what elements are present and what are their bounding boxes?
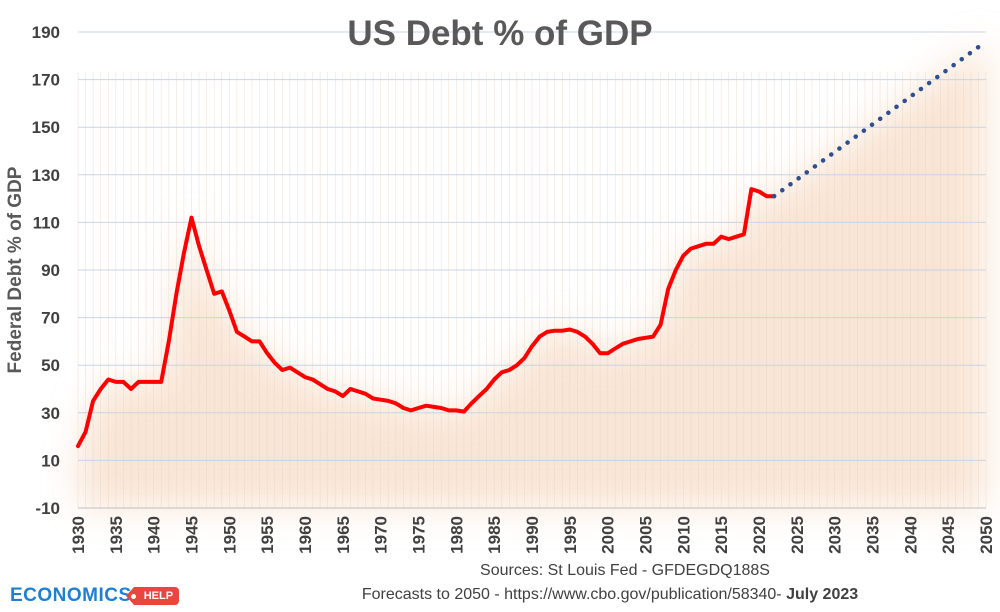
y-tick-label: 110 [33, 213, 60, 232]
y-axis-label: Federal Debt % of GDP [5, 166, 26, 374]
x-tick-label: 2020 [750, 516, 769, 554]
x-tick-label: 2050 [977, 516, 996, 554]
x-tick-label: 2030 [826, 516, 845, 554]
x-tick-label: 2000 [599, 516, 618, 554]
y-tick-label: 10 [41, 451, 60, 470]
y-tick-label: 150 [32, 118, 60, 137]
x-tick-label: 1955 [258, 516, 277, 554]
logo-badge: HELP [125, 587, 180, 605]
x-tick-label: 2035 [864, 516, 883, 554]
x-tick-label: 1980 [447, 516, 466, 554]
chart-title: US Debt % of GDP [347, 14, 653, 53]
y-tick-label: 130 [32, 166, 60, 185]
sources-text: Sources: St Louis Fed - GFDEGDQ188S [480, 562, 770, 579]
y-tick-label: 70 [41, 309, 60, 328]
series-line-historical [76, 187, 777, 449]
x-tick-label: 1945 [183, 516, 202, 554]
x-tick-label: 2010 [674, 516, 693, 554]
x-tick-label: 2040 [901, 516, 920, 554]
x-tick-label: 1960 [296, 516, 315, 554]
y-tick-label: 190 [32, 23, 60, 42]
y-tick-label: 50 [41, 356, 60, 375]
logo-word: ECONOMICS [10, 585, 132, 606]
y-tick-label: 170 [32, 71, 60, 90]
economics-help-logo[interactable]: ECONOMICS HELP [10, 584, 180, 608]
x-tick-label: 1965 [334, 516, 353, 554]
forecast-text: Forecasts to 2050 - https://www.cbo.gov/… [220, 586, 1000, 604]
series-line-forecast [771, 39, 989, 199]
x-tick-label: 2045 [939, 516, 958, 554]
x-tick-label: 1990 [523, 516, 542, 554]
logo-badge-text: HELP [143, 590, 174, 602]
x-tick-label: 1970 [372, 516, 391, 554]
logo-dot-icon [130, 594, 136, 599]
x-tick-label: 1930 [69, 516, 88, 554]
x-tick-label: 1975 [410, 516, 429, 554]
x-tick-label: 2025 [788, 516, 807, 554]
x-tick-label: 1935 [107, 516, 126, 554]
x-tick-label: 1940 [145, 516, 164, 554]
y-tick-label: -10 [35, 499, 60, 518]
x-tick-label: 1950 [220, 516, 239, 554]
forecast-prefix: Forecasts to 2050 - https://www.cbo.gov/… [361, 586, 782, 603]
x-tick-label: 1995 [561, 516, 580, 554]
x-tick-label: 2015 [712, 516, 731, 554]
y-tick-label: 30 [41, 404, 60, 423]
x-tick-label: 2005 [637, 516, 656, 554]
x-tick-label: 1985 [485, 516, 504, 554]
forecast-date: July 2023 [786, 586, 859, 603]
y-tick-label: 90 [41, 261, 60, 280]
